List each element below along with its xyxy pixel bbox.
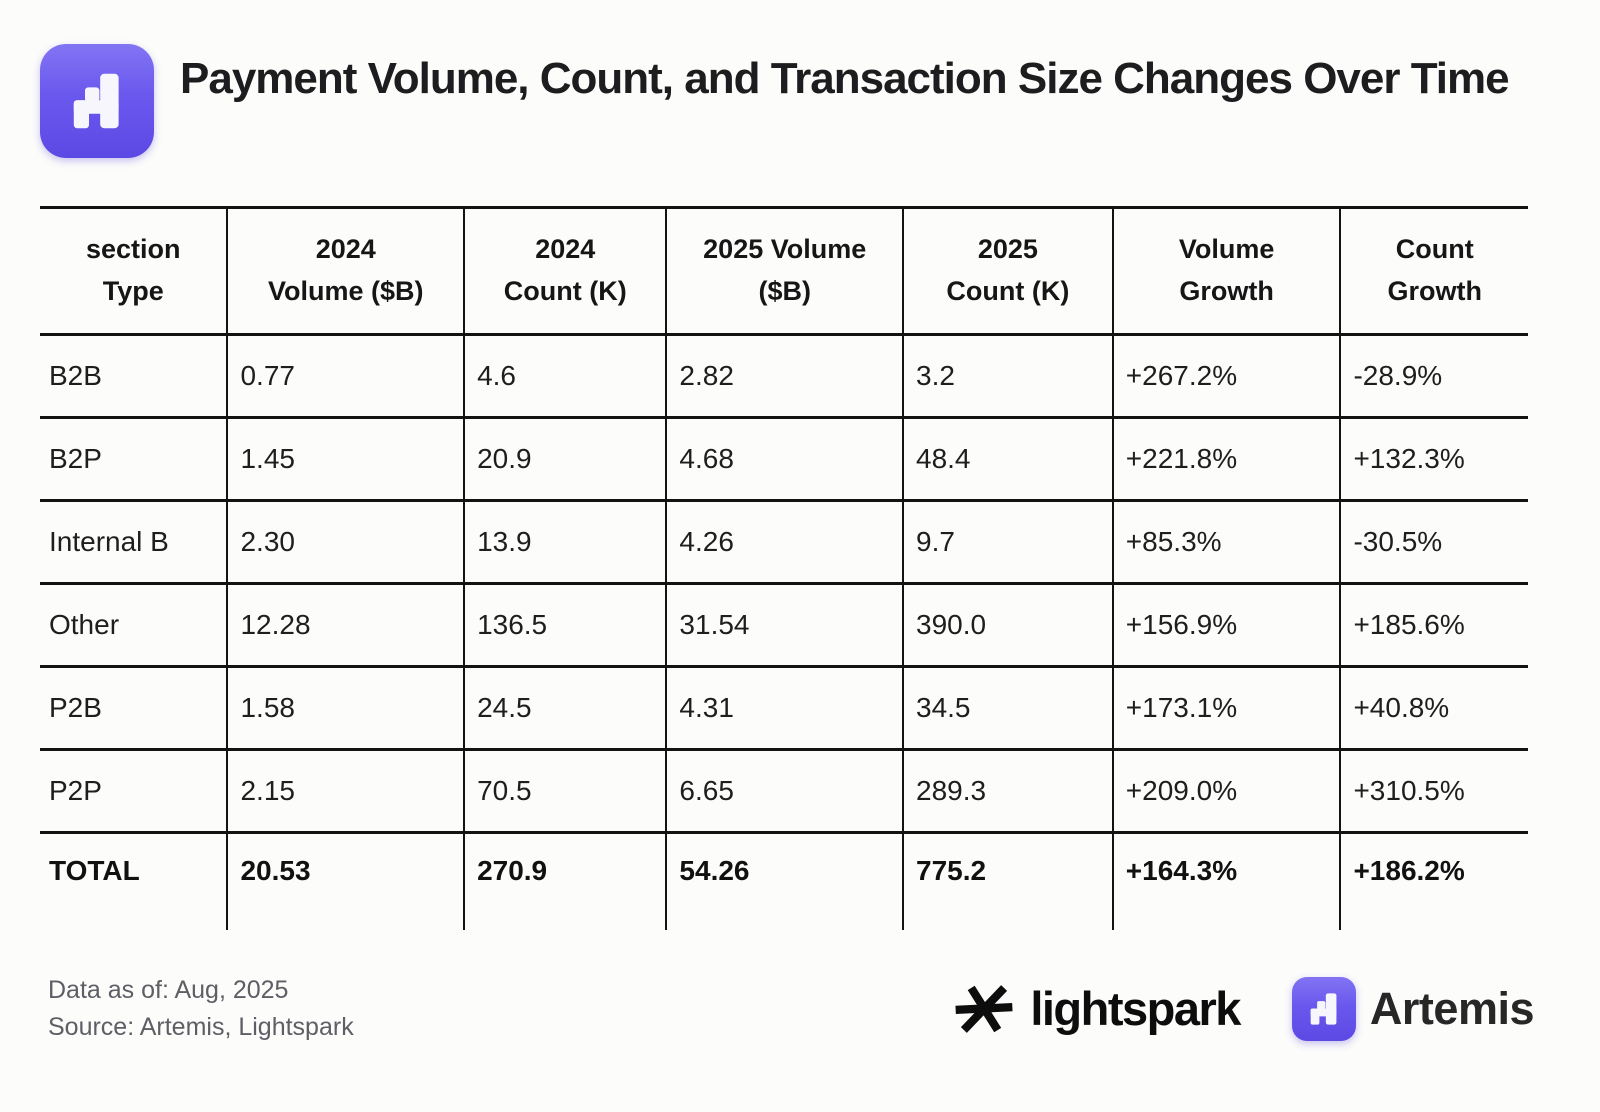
cell-section-type: TOTAL: [49, 854, 140, 886]
column-header-count-growth: Count Growth: [1339, 207, 1528, 335]
cell-2025-volume: 2.82: [665, 334, 903, 418]
cell-2025-count: 34.5: [902, 666, 1113, 750]
footer-brands: lightspark Artemis: [952, 976, 1535, 1041]
footer-notes: Data as of: Aug, 2025 Source: Artemis, L…: [48, 972, 354, 1046]
cell-2025-volume: 4.26: [665, 500, 903, 584]
cell-count-growth: +310.5%: [1339, 749, 1528, 833]
cell-2025-count: 3.2: [902, 334, 1113, 418]
cell-2024-count: 20.9: [463, 417, 667, 501]
table-row-b2b: B2B 0.77 4.6 2.82 3.2 +267.2% -28.9%: [40, 334, 1528, 418]
payments-table: section Type 2024 Volume ($B) 2024 Count (K…: [40, 206, 1528, 930]
cell-2024-count: 4.6: [463, 334, 667, 418]
artemis-logo-icon: [40, 44, 154, 158]
cell-2025-volume: 54.26: [665, 832, 903, 930]
cell-count-growth: +185.6%: [1339, 583, 1528, 667]
cell-count-growth: +40.8%: [1339, 666, 1528, 750]
cell-2024-volume: 1.45: [226, 417, 465, 501]
cell-count-growth: +132.3%: [1339, 417, 1528, 501]
cell-2025-volume: 31.54: [665, 583, 903, 667]
cell-section-type: P2B: [49, 692, 102, 723]
data-as-of-note: Data as of: Aug, 2025: [48, 975, 289, 1004]
artemis-footer-icon: [1291, 976, 1356, 1041]
table-row-total: TOTAL 20.53 270.9 54.26 775.2 +164.3% +1…: [40, 832, 1528, 930]
artemis-pixel-a-glyph: [1310, 992, 1337, 1025]
cell-2025-count: 289.3: [902, 749, 1113, 833]
cell-2024-volume: 20.53: [226, 832, 465, 930]
page-footer: Data as of: Aug, 2025 Source: Artemis, L…: [0, 972, 1600, 1046]
cell-2025-count: 390.0: [902, 583, 1113, 667]
cell-2024-count: 270.9: [463, 832, 667, 930]
artemis-pixel-a-glyph: [73, 73, 119, 129]
cell-section-type: P2P: [49, 775, 102, 806]
column-header-2025-count: 2025 Count (K): [902, 207, 1113, 335]
table-row-b2p: B2P 1.45 20.9 4.68 48.4 +221.8% +132.3%: [40, 417, 1528, 501]
lightspark-wordmark: lightspark: [1030, 982, 1241, 1035]
cell-2025-count: 48.4: [902, 417, 1113, 501]
cell-volume-growth: +164.3%: [1111, 832, 1341, 930]
column-header-2024-volume: 2024 Volume ($B): [226, 207, 465, 335]
column-header-2024-count: 2024 Count (K): [463, 207, 667, 335]
page-header: Payment Volume, Count, and Transaction S…: [0, 0, 1600, 158]
table-row-p2p: P2P 2.15 70.5 6.65 289.3 +209.0% +310.5%: [40, 749, 1528, 833]
cell-2024-volume: 12.28: [226, 583, 465, 667]
table-header-row: section Type 2024 Volume ($B) 2024 Count (K…: [40, 207, 1528, 335]
cell-count-growth: -30.5%: [1339, 500, 1528, 584]
cell-2024-count: 136.5: [463, 583, 667, 667]
cell-2025-volume: 4.68: [665, 417, 903, 501]
cell-2024-volume: 2.30: [226, 500, 465, 584]
column-header-section-type: section Type: [85, 234, 181, 306]
artemis-wordmark: Artemis: [1369, 982, 1535, 1034]
page-title: Payment Volume, Count, and Transaction S…: [180, 54, 1510, 103]
table-row-other: Other 12.28 136.5 31.54 390.0 +156.9% +1…: [40, 583, 1528, 667]
table-row-p2b: P2B 1.58 24.5 4.31 34.5 +173.1% +40.8%: [40, 666, 1528, 750]
cell-2024-volume: 0.77: [226, 334, 465, 418]
cell-2024-count: 24.5: [463, 666, 667, 750]
cell-2024-count: 13.9: [463, 500, 667, 584]
cell-2024-volume: 2.15: [226, 749, 465, 833]
cell-section-type: Other: [49, 609, 120, 640]
column-header-volume-growth: Volume Growth: [1111, 207, 1341, 335]
cell-2025-volume: 4.31: [665, 666, 903, 750]
cell-volume-growth: +221.8%: [1111, 417, 1341, 501]
cell-section-type: Internal B: [49, 526, 169, 557]
cell-volume-growth: +156.9%: [1111, 583, 1341, 667]
cell-2025-count: 9.7: [902, 500, 1113, 584]
cell-volume-growth: +267.2%: [1111, 334, 1341, 418]
cell-count-growth: +186.2%: [1339, 832, 1528, 930]
source-note: Source: Artemis, Lightspark: [48, 1012, 354, 1041]
cell-2025-count: 775.2: [902, 832, 1113, 930]
lightspark-asterisk-icon: [955, 984, 1013, 1033]
artemis-brand: Artemis: [1291, 976, 1535, 1041]
cell-count-growth: -28.9%: [1339, 334, 1528, 418]
table-row-internal-b: Internal B 2.30 13.9 4.26 9.7 +85.3% -30…: [40, 500, 1528, 584]
cell-volume-growth: +173.1%: [1111, 666, 1341, 750]
column-header-2025-volume: 2025 Volume ($B): [665, 207, 903, 335]
cell-section-type: B2B: [49, 360, 102, 391]
lightspark-brand: lightspark: [952, 977, 1241, 1041]
cell-section-type: B2P: [49, 443, 102, 474]
cell-volume-growth: +209.0%: [1111, 749, 1341, 833]
cell-volume-growth: +85.3%: [1111, 500, 1341, 584]
cell-2025-volume: 6.65: [665, 749, 903, 833]
cell-2024-volume: 1.58: [226, 666, 465, 750]
cell-2024-count: 70.5: [463, 749, 667, 833]
